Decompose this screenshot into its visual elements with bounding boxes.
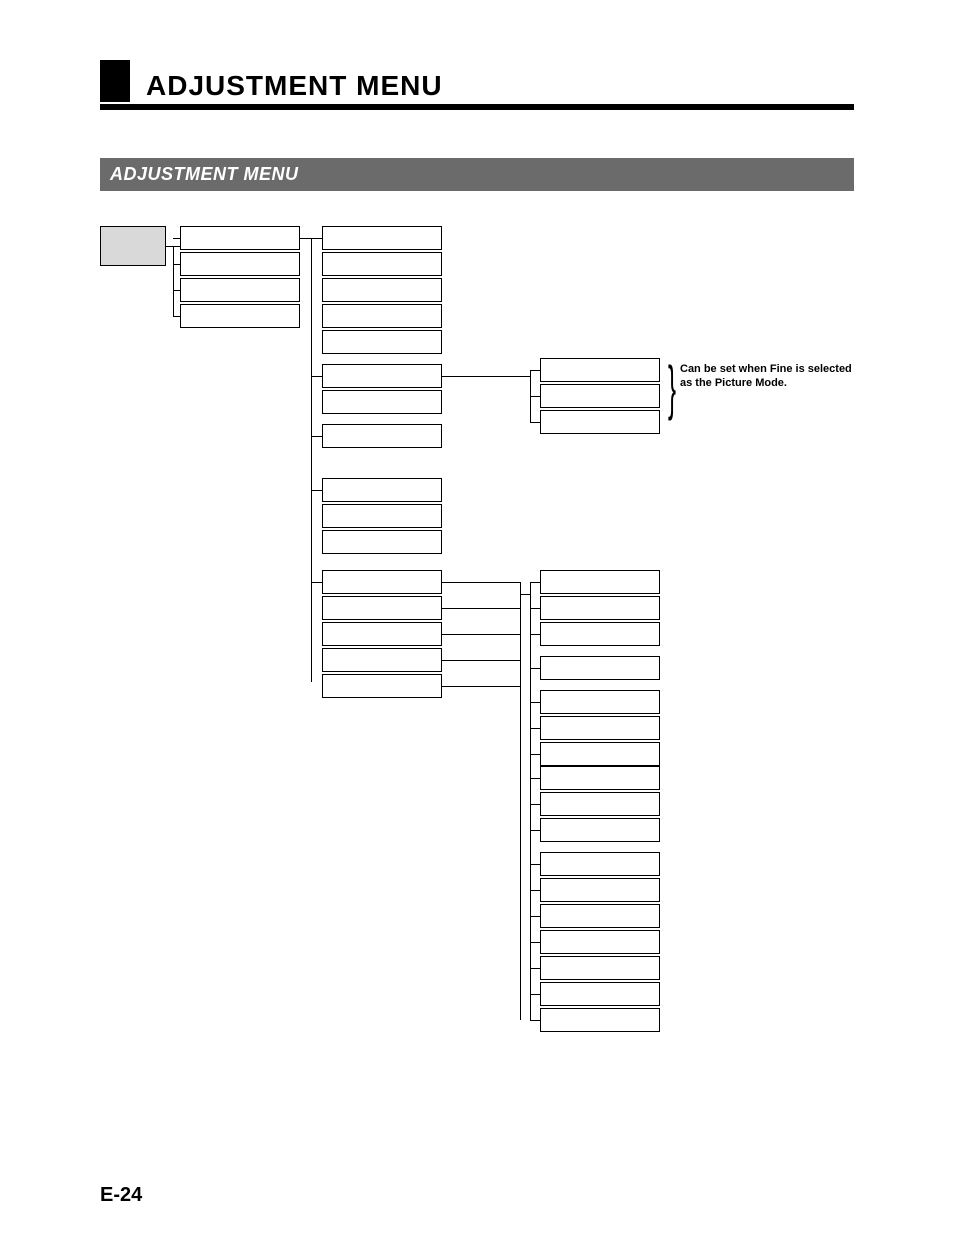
tree-node <box>540 818 660 842</box>
connector-line <box>311 582 322 583</box>
tree-node <box>180 304 300 328</box>
tree-node <box>322 530 442 554</box>
connector-line <box>311 490 322 491</box>
page-number: E-24 <box>100 1184 142 1207</box>
tree-node <box>540 690 660 714</box>
connector-line <box>530 582 531 1020</box>
connector-line <box>530 608 540 609</box>
tree-node <box>322 478 442 502</box>
tree-node <box>322 622 442 646</box>
tree-node <box>540 358 660 382</box>
page-title: ADJUSTMENT MENU <box>146 70 443 102</box>
subheader: ADJUSTMENT MENU <box>100 158 854 191</box>
connector-line <box>530 994 540 995</box>
tree-node <box>540 930 660 954</box>
tree-node <box>540 384 660 408</box>
connector-line <box>530 804 540 805</box>
tree-node <box>322 674 442 698</box>
brace-icon: } <box>668 358 676 418</box>
tree-node <box>540 410 660 434</box>
tree-node <box>322 252 442 276</box>
subheader-label: ADJUSTMENT MENU <box>110 164 299 184</box>
connector-line <box>173 238 180 239</box>
tree-node <box>540 852 660 876</box>
connector-line <box>530 830 540 831</box>
tree-node <box>180 252 300 276</box>
connector-line <box>442 686 520 687</box>
connector-line <box>530 702 540 703</box>
tree-node <box>540 878 660 902</box>
tree-node <box>540 792 660 816</box>
connector-line <box>530 370 540 371</box>
connector-line <box>442 634 520 635</box>
title-block <box>100 60 130 102</box>
connector-line <box>442 582 520 583</box>
tree-node <box>322 390 442 414</box>
tree-node <box>540 982 660 1006</box>
tree-node <box>322 504 442 528</box>
connector-line <box>530 864 540 865</box>
connector-line <box>173 246 174 316</box>
connector-line <box>530 754 540 755</box>
tree-node <box>540 596 660 620</box>
tree-node <box>540 570 660 594</box>
tree-node <box>322 226 442 250</box>
title-rule <box>100 104 854 110</box>
page-title-bar: ADJUSTMENT MENU <box>100 60 854 102</box>
connector-line <box>311 436 322 437</box>
tree-node <box>100 226 166 266</box>
tree-diagram: Can be set when Fine is selected as the … <box>100 216 854 1175</box>
connector-line <box>530 942 540 943</box>
connector-line <box>311 238 312 682</box>
tree-node <box>322 278 442 302</box>
tree-node <box>540 716 660 740</box>
tree-node <box>322 596 442 620</box>
tree-node <box>322 330 442 354</box>
connector-line <box>173 290 180 291</box>
tree-node <box>322 424 442 448</box>
tree-node <box>540 742 660 766</box>
tree-node <box>322 648 442 672</box>
connector-line <box>311 376 322 377</box>
connector-line <box>173 264 180 265</box>
annotation-text: Can be set when Fine is selected as the … <box>680 362 860 391</box>
tree-node <box>540 656 660 680</box>
connector-line <box>530 916 540 917</box>
connector-line <box>530 582 540 583</box>
tree-node <box>540 1008 660 1032</box>
connector-line <box>530 1020 540 1021</box>
connector-line <box>520 582 521 1020</box>
tree-node <box>322 304 442 328</box>
connector-line <box>530 668 540 669</box>
tree-node <box>540 622 660 646</box>
connector-line <box>530 728 540 729</box>
connector-line <box>442 376 530 377</box>
connector-line <box>530 778 540 779</box>
connector-line <box>530 968 540 969</box>
tree-node <box>180 226 300 250</box>
tree-node <box>540 956 660 980</box>
connector-line <box>442 608 520 609</box>
tree-node <box>322 570 442 594</box>
connector-line <box>520 594 530 595</box>
connector-line <box>530 890 540 891</box>
connector-line <box>442 660 520 661</box>
connector-line <box>173 316 180 317</box>
connector-line <box>311 238 322 239</box>
tree-node <box>180 278 300 302</box>
tree-node <box>540 766 660 790</box>
tree-node <box>540 904 660 928</box>
connector-line <box>530 422 540 423</box>
connector-line <box>530 396 540 397</box>
tree-node <box>322 364 442 388</box>
connector-line <box>530 634 540 635</box>
